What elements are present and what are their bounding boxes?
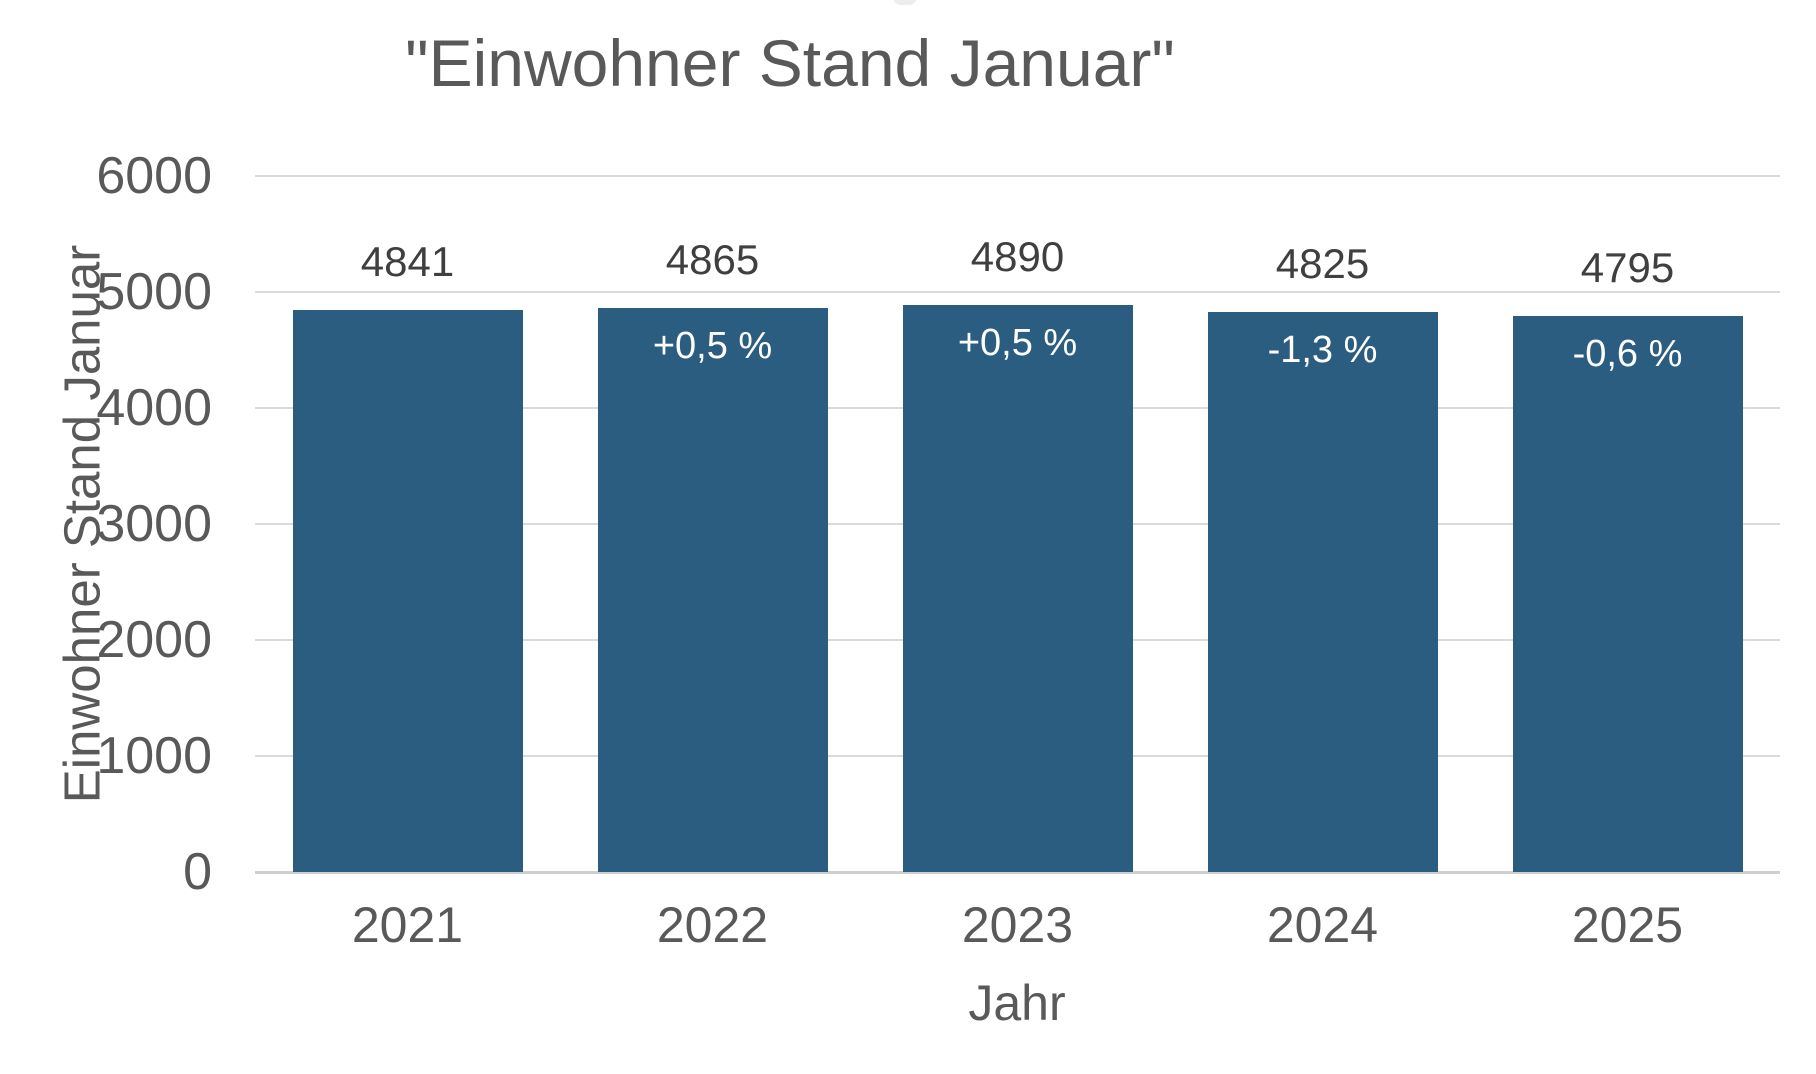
x-axis-title: Jahr bbox=[968, 975, 1066, 1031]
bar-value-label: 4890 bbox=[970, 232, 1065, 280]
bar-2022: +0,5 % bbox=[597, 307, 828, 872]
cropped-edge-artifact bbox=[893, 0, 917, 5]
bar-pct-change-label: -0,6 % bbox=[1572, 332, 1683, 375]
y-tick-label: 4000 bbox=[96, 379, 212, 437]
y-tick-label: 2000 bbox=[96, 611, 212, 669]
y-tick-label: 3000 bbox=[96, 495, 212, 553]
y-tick-label: 5000 bbox=[96, 263, 212, 321]
x-axis-line bbox=[255, 871, 1780, 874]
bar-2023: +0,5 % bbox=[902, 304, 1133, 872]
bar-pct-change-label: +0,5 % bbox=[957, 321, 1078, 364]
bar-pct-change-label: +0,5 % bbox=[652, 324, 773, 367]
bar-value-label: 4825 bbox=[1275, 240, 1370, 288]
x-tick-label: 2021 bbox=[351, 897, 464, 953]
gridline bbox=[255, 175, 1780, 177]
bar-value-label: 4795 bbox=[1580, 243, 1675, 291]
bar-pct-change-label: -1,3 % bbox=[1267, 329, 1378, 372]
bar-2024: -1,3 % bbox=[1207, 312, 1438, 872]
x-tick-label: 2022 bbox=[656, 897, 769, 953]
bar-2021 bbox=[292, 310, 523, 872]
y-tick-label: 0 bbox=[183, 843, 212, 901]
bar-2025: -0,6 % bbox=[1512, 315, 1743, 872]
x-tick-label: 2023 bbox=[961, 897, 1074, 953]
bar-value-label: 4841 bbox=[360, 238, 455, 286]
x-tick-label: 2025 bbox=[1571, 897, 1684, 953]
y-tick-label: 1000 bbox=[96, 727, 212, 785]
bar-value-label: 4865 bbox=[665, 235, 760, 283]
chart-title: "Einwohner Stand Januar" bbox=[405, 26, 1175, 100]
y-tick-label: 6000 bbox=[96, 147, 212, 205]
x-tick-label: 2024 bbox=[1266, 897, 1379, 953]
gridline bbox=[255, 291, 1780, 293]
